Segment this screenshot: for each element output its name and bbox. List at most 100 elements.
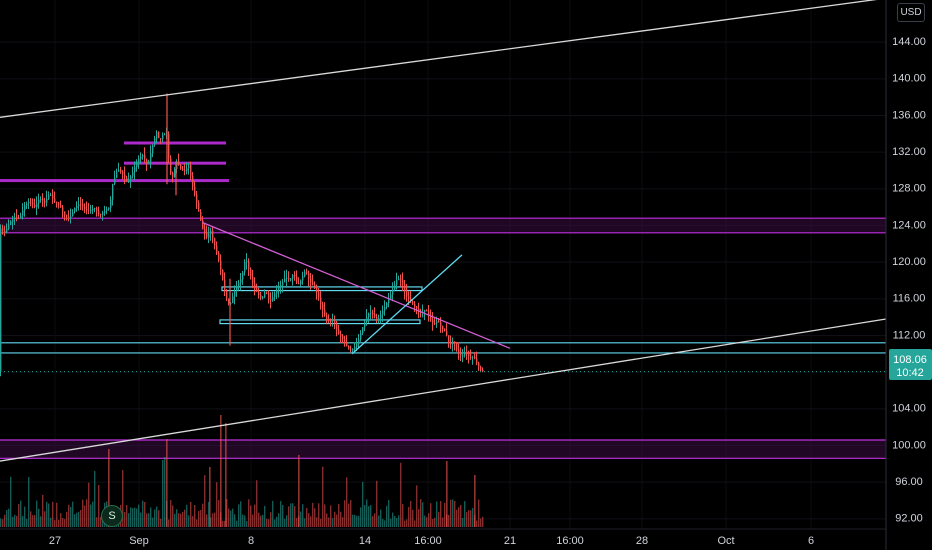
candle-body <box>342 336 344 340</box>
candle-body <box>168 133 170 159</box>
candle-body <box>212 231 214 239</box>
volume-bar <box>310 516 312 527</box>
candle-body <box>414 303 416 307</box>
volume-bar <box>122 470 124 527</box>
volume-spike <box>225 423 227 527</box>
candle-body <box>306 271 308 273</box>
volume-bar <box>210 517 212 527</box>
volume-bar <box>428 513 430 527</box>
volume-bar <box>170 500 172 527</box>
bar-countdown-label: 10:42 <box>896 367 924 379</box>
price-tick-label: 112.00 <box>893 329 926 341</box>
volume-bar <box>368 506 370 527</box>
candle-body <box>252 276 254 284</box>
volume-bar <box>466 512 468 527</box>
candle-body <box>352 349 354 351</box>
volume-bar <box>288 506 290 527</box>
candle-body <box>78 204 80 207</box>
volume-bar <box>472 507 474 527</box>
volume-bar <box>22 515 24 527</box>
candle-body <box>42 198 44 201</box>
volume-bar <box>476 520 478 527</box>
logo-icon[interactable]: S <box>101 505 123 527</box>
volume-bar <box>8 508 10 527</box>
candle-body <box>36 203 38 208</box>
volume-bar <box>192 516 194 527</box>
candle-body <box>480 366 482 370</box>
currency-button[interactable]: USD <box>897 3 925 22</box>
volume-bar <box>478 499 480 527</box>
candle-body <box>12 219 14 222</box>
price-badge: 108.06 10:42 <box>889 349 932 380</box>
volume-bar <box>48 503 50 527</box>
zone-band <box>0 218 886 233</box>
volume-bar <box>144 501 146 527</box>
volume-bar <box>358 515 360 527</box>
volume-bar <box>480 518 482 527</box>
candle-body <box>432 319 434 323</box>
volume-bar <box>366 499 368 527</box>
volume-bar <box>398 515 400 527</box>
candle-body <box>250 269 252 277</box>
candle-body <box>434 322 436 324</box>
candle-body <box>128 180 130 182</box>
candle-body <box>178 161 180 165</box>
candle-body <box>14 217 16 220</box>
volume-bar <box>180 513 182 527</box>
candle-body <box>460 353 462 356</box>
candle-body <box>38 199 40 204</box>
volume-bar <box>32 515 34 527</box>
volume-bar <box>54 520 56 527</box>
candle-body <box>76 206 78 209</box>
volume-bar <box>44 511 46 527</box>
candle-body <box>188 165 190 169</box>
volume-bar <box>344 500 346 527</box>
time-tick-label: Sep <box>129 535 149 547</box>
candle-body <box>404 284 406 292</box>
volume-bar <box>250 505 252 527</box>
volume-bar <box>124 511 126 527</box>
candle-body <box>140 156 142 159</box>
trendline <box>202 222 511 349</box>
volume-bar <box>470 510 472 527</box>
price-axis[interactable]: 92.0096.00100.00104.00108.00112.00116.00… <box>892 36 926 525</box>
candle-body <box>98 211 100 214</box>
volume-spike <box>209 467 211 527</box>
volume-bar <box>234 514 236 527</box>
time-axis[interactable]: 27 Sep 8 14 16:00 21 16:00 28 Oct 6 <box>49 535 814 547</box>
candle-body <box>122 171 124 175</box>
volume-spike <box>108 449 110 527</box>
candle-body <box>234 291 236 297</box>
candle-body <box>394 284 396 290</box>
volume-bar <box>150 507 152 527</box>
candle-body <box>80 204 82 206</box>
volume-bar <box>404 520 406 527</box>
candle-body <box>262 297 264 299</box>
candle-body <box>246 260 248 262</box>
candle-body <box>386 303 388 308</box>
volume-bar <box>228 508 230 527</box>
volume-bar <box>360 507 362 527</box>
volume-bar <box>386 505 388 527</box>
candle-body <box>40 198 42 200</box>
candle-body <box>158 132 160 139</box>
candle-body <box>280 285 282 288</box>
time-tick-label: 8 <box>248 535 254 547</box>
candle-body <box>254 283 256 289</box>
volume-bar <box>396 517 398 527</box>
volume-bar <box>308 513 310 527</box>
volume-bar <box>16 515 18 527</box>
volume-bar <box>382 519 384 527</box>
volume-bar <box>218 500 220 527</box>
volume-bar <box>286 515 288 527</box>
volume-bar <box>256 480 258 527</box>
volume-bar <box>30 511 32 527</box>
candle-body <box>270 299 272 301</box>
candle-body <box>74 208 76 213</box>
candle-body <box>482 369 484 372</box>
volume-bar <box>204 475 206 527</box>
candle-body <box>360 333 362 340</box>
volume-bar <box>300 511 302 527</box>
